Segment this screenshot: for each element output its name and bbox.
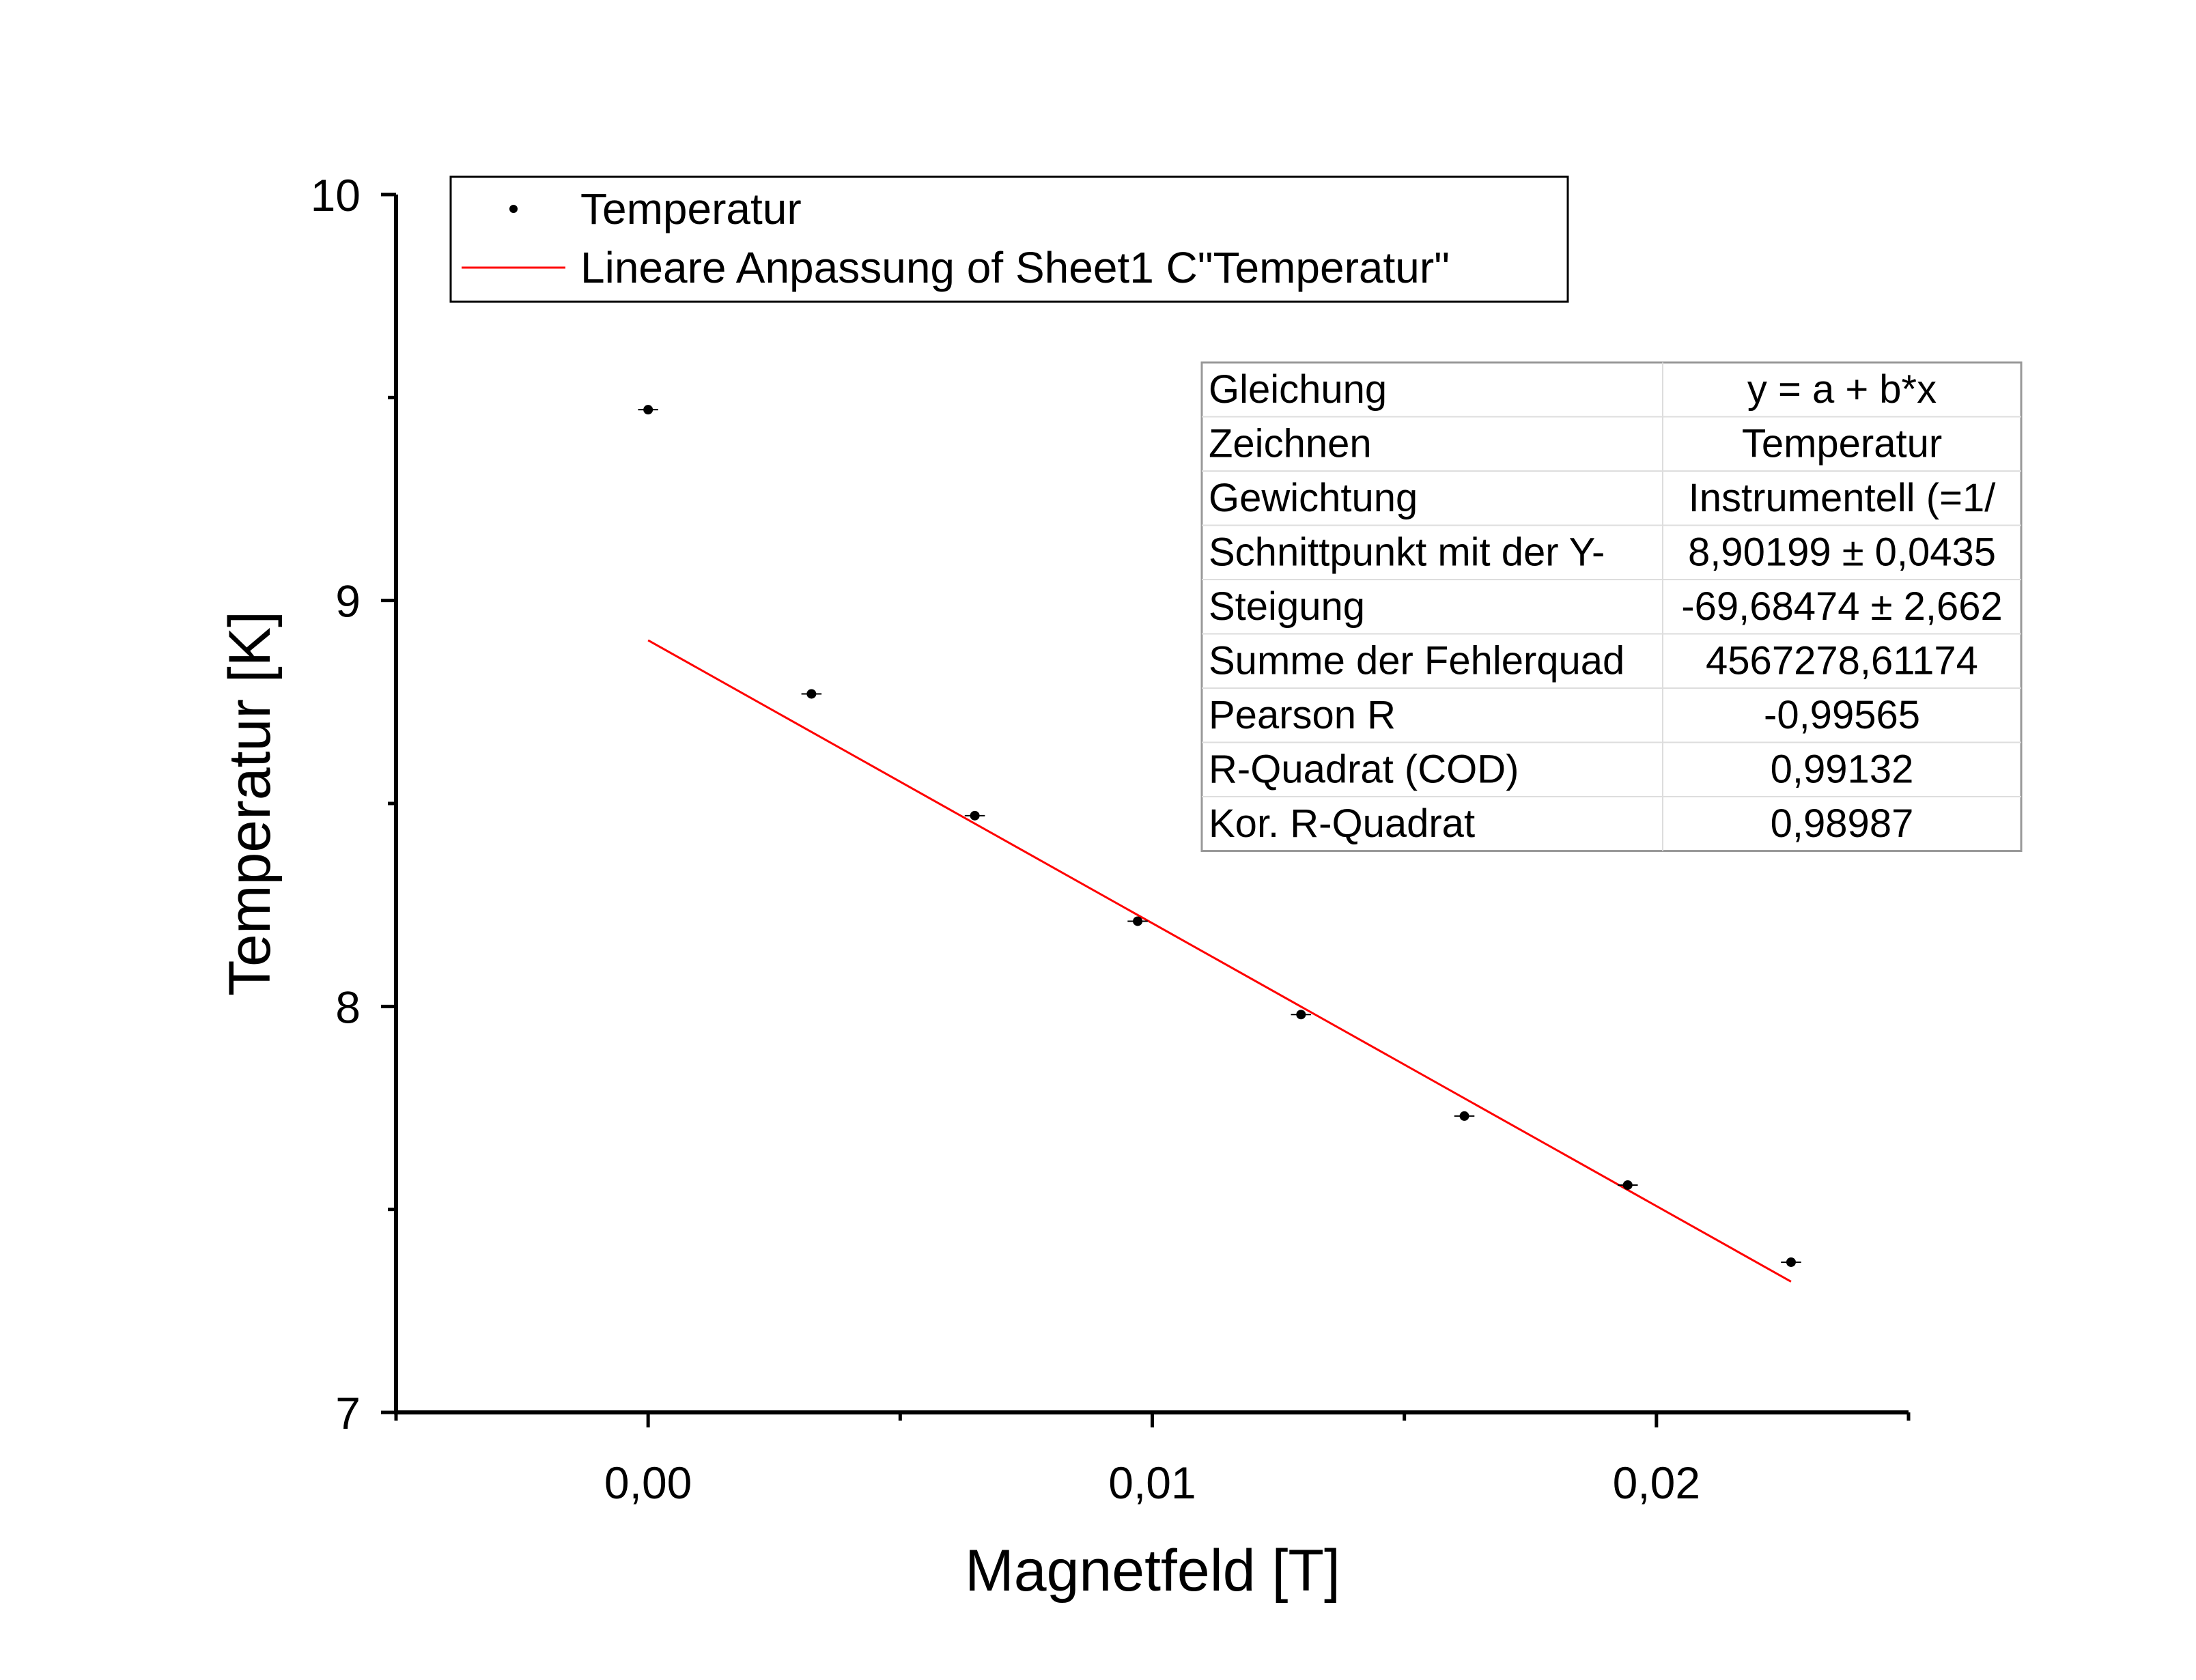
table-param-name: Summe der Fehlerquad <box>1209 638 1624 683</box>
y-axis-ticks: 7 8 9 10 <box>311 170 396 1438</box>
legend: Temperatur Lineare Anpassung of Sheet1 C… <box>449 175 1569 303</box>
y-tick-label: 10 <box>311 170 361 220</box>
data-point <box>806 689 817 699</box>
data-point <box>1459 1111 1469 1121</box>
legend-marker-temperatur <box>509 205 518 213</box>
table-param-value: Temperatur <box>1742 421 1942 466</box>
data-point <box>1296 1010 1306 1020</box>
table-param-value: -0,99565 <box>1764 693 1920 737</box>
plot-area: 0,00 0,01 0,02 7 8 9 10 <box>311 170 1911 1508</box>
table-param-value: -69,68474 ± 2,662 <box>1681 584 2002 629</box>
table-param-value: y = a + b*x <box>1747 367 1937 412</box>
table-param-name: Kor. R-Quadrat <box>1209 801 1475 846</box>
y-tick-label: 8 <box>335 982 361 1032</box>
table-frame <box>1200 361 2023 852</box>
y-tick-label: 7 <box>335 1388 361 1438</box>
table-param-name: R-Quadrat (COD) <box>1209 747 1519 791</box>
data-points <box>638 405 1801 1267</box>
table-param-name: Schnittpunkt mit der Y- <box>1209 530 1605 574</box>
table-param-value: 4567278,61174 <box>1706 638 1978 683</box>
data-point <box>1622 1180 1633 1190</box>
data-point <box>1133 916 1143 926</box>
x-axis-ticks: 0,00 0,01 0,02 <box>394 1412 1911 1508</box>
table-param-name: Zeichnen <box>1209 421 1372 466</box>
table-param-name: Gewichtung <box>1209 476 1418 520</box>
y-tick-label: 9 <box>335 576 361 627</box>
legend-label-temperatur: Temperatur <box>580 184 802 233</box>
data-point <box>643 405 653 415</box>
y-axis-label: Temperatur [K] <box>217 611 283 996</box>
data-point <box>970 810 980 821</box>
fit-parameter-table: Gleichung y = a + b*x Zeichnen Temperatur Ge… <box>1200 361 2023 852</box>
legend-box <box>449 175 1569 303</box>
fit-lines <box>647 639 1792 1283</box>
x-tick-label: 0,02 <box>1613 1457 1700 1508</box>
x-axis-label: Magnetfeld [T] <box>965 1538 1340 1604</box>
table-param-value: 8,90199 ± 0,0435 <box>1688 530 1996 574</box>
table-param-name: Pearson R <box>1209 693 1396 737</box>
legend-label-fit: Lineare Anpassung of Sheet1 C"Temperatur… <box>580 243 1450 292</box>
fit-line <box>647 639 1792 1283</box>
x-tick-label: 0,01 <box>1108 1457 1196 1508</box>
table-param-value: Instrumentell (=1/ <box>1689 476 1997 520</box>
table-param-value: 0,98987 <box>1771 801 1914 846</box>
table-param-name: Steigung <box>1209 584 1365 629</box>
table-param-value: 0,99132 <box>1771 747 1914 791</box>
data-point <box>1786 1257 1796 1267</box>
x-tick-label: 0,00 <box>604 1457 692 1508</box>
table-param-name: Gleichung <box>1209 367 1387 412</box>
